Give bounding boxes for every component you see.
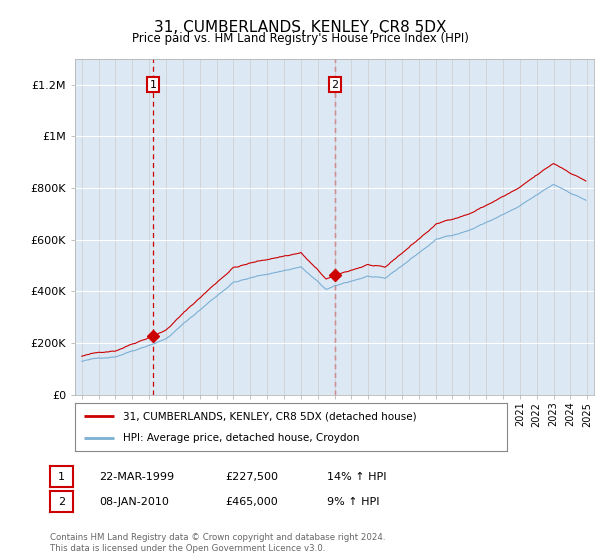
Text: 1: 1 — [58, 472, 65, 482]
Text: 22-MAR-1999: 22-MAR-1999 — [99, 472, 174, 482]
Text: £465,000: £465,000 — [225, 497, 278, 507]
Text: 14% ↑ HPI: 14% ↑ HPI — [327, 472, 386, 482]
Text: Price paid vs. HM Land Registry's House Price Index (HPI): Price paid vs. HM Land Registry's House … — [131, 32, 469, 45]
Text: 31, CUMBERLANDS, KENLEY, CR8 5DX (detached house): 31, CUMBERLANDS, KENLEY, CR8 5DX (detach… — [122, 411, 416, 421]
Text: Contains HM Land Registry data © Crown copyright and database right 2024.
This d: Contains HM Land Registry data © Crown c… — [50, 533, 385, 553]
Text: 9% ↑ HPI: 9% ↑ HPI — [327, 497, 380, 507]
Text: 2: 2 — [331, 80, 338, 90]
Text: 1: 1 — [149, 80, 157, 90]
Text: 08-JAN-2010: 08-JAN-2010 — [99, 497, 169, 507]
Text: £227,500: £227,500 — [225, 472, 278, 482]
Text: HPI: Average price, detached house, Croydon: HPI: Average price, detached house, Croy… — [122, 433, 359, 443]
Text: 2: 2 — [58, 497, 65, 507]
Text: 31, CUMBERLANDS, KENLEY, CR8 5DX: 31, CUMBERLANDS, KENLEY, CR8 5DX — [154, 20, 446, 35]
